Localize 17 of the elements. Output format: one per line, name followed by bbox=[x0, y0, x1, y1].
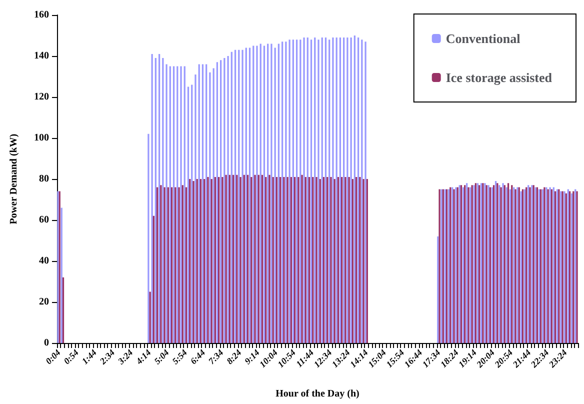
y-tick-label: 80 bbox=[39, 174, 49, 184]
legend-label: Conventional bbox=[446, 31, 521, 46]
x-axis-title: Hour of the Day (h) bbox=[276, 388, 360, 400]
x-tick-label: 4:14 bbox=[133, 347, 154, 367]
y-axis-title: Power Demand (kW) bbox=[8, 134, 20, 224]
x-tick-label: 0:54 bbox=[62, 347, 81, 366]
y-tick-label: 120 bbox=[34, 92, 49, 102]
legend-label: Ice storage assisted bbox=[446, 70, 553, 85]
y-tick-label: 0 bbox=[44, 338, 49, 348]
y-tick-label: 20 bbox=[39, 296, 49, 308]
x-tick-label: 6:44 bbox=[188, 347, 208, 366]
y-tick-label: 60 bbox=[39, 214, 49, 226]
y-tick-label: 140 bbox=[34, 50, 49, 62]
y-tick-label: 100 bbox=[34, 132, 49, 144]
y-tick-label: 40 bbox=[39, 256, 49, 266]
x-tick-label: 0:04 bbox=[44, 347, 63, 366]
y-tick-label: 160 bbox=[34, 10, 49, 20]
